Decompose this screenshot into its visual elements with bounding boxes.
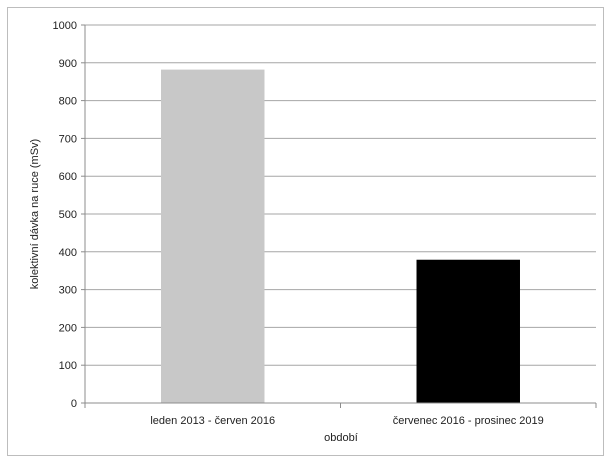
x-axis-title: období bbox=[324, 432, 358, 444]
y-tick-label: 0 bbox=[71, 398, 77, 410]
axes bbox=[84, 25, 597, 408]
x-tick-labels: leden 2013 - červen 2016 červenec 2016 - … bbox=[150, 415, 543, 427]
y-tick-label: 200 bbox=[59, 322, 77, 334]
y-tick-label: 500 bbox=[59, 209, 77, 221]
x-tick-label: leden 2013 - červen 2016 bbox=[150, 415, 275, 427]
bar-1 bbox=[161, 69, 265, 403]
y-tick-label: 300 bbox=[59, 285, 77, 297]
y-tick-label: 700 bbox=[59, 133, 77, 145]
y-tick-labels: 0 100 200 300 400 500 600 700 800 900 1000 bbox=[53, 20, 85, 410]
y-tick-label: 900 bbox=[59, 58, 77, 70]
bar-2 bbox=[416, 259, 520, 403]
bars bbox=[161, 69, 520, 403]
y-tick-label: 800 bbox=[59, 96, 77, 108]
y-tick-label: 100 bbox=[59, 360, 77, 372]
y-axis-title: kolektivní dávka na ruce (mSv) bbox=[29, 139, 41, 289]
y-tick-label: 1000 bbox=[53, 20, 77, 32]
y-tick-label: 400 bbox=[59, 247, 77, 259]
x-tick-label: červenec 2016 - prosinec 2019 bbox=[393, 415, 544, 427]
y-tick-label: 600 bbox=[59, 171, 77, 183]
